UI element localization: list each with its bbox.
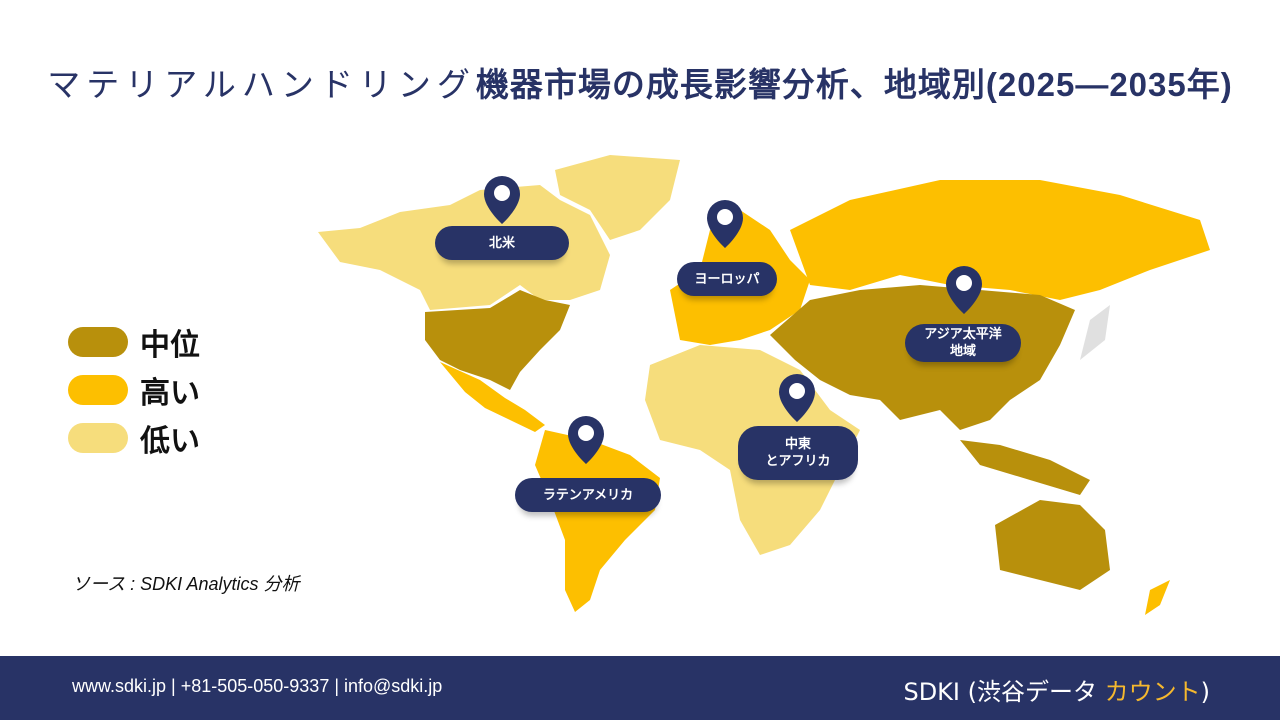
location-pin-icon (568, 416, 604, 464)
region-label-europe: ヨーロッパ (677, 262, 777, 296)
map-russia (790, 180, 1210, 300)
legend-item-low: 低い (68, 414, 200, 462)
region-label-middle-east-africa: 中東 とアフリカ (738, 426, 858, 480)
map-new-zealand (1145, 580, 1170, 615)
brand-logo: SDKI (渋谷データ カウント) (903, 678, 1210, 706)
map-usa (425, 290, 570, 390)
legend-item-mid: 中位 (68, 318, 200, 366)
legend-item-high: 高い (68, 366, 200, 414)
source-note: ソース : SDKI Analytics 分析 (72, 574, 300, 594)
region-label-latin-america: ラテンアメリカ (515, 478, 661, 512)
region-label-north-america: 北米 (435, 226, 569, 260)
region-label-asia-pacific: アジア太平洋 地域 (905, 324, 1021, 362)
legend-swatch (68, 375, 128, 405)
map-japan (1080, 305, 1110, 360)
location-pin-icon (779, 374, 815, 422)
map-mexico (440, 362, 545, 432)
map-greenland (555, 155, 680, 240)
map-australia (995, 500, 1110, 590)
map-south-america (535, 430, 660, 612)
legend-swatch (68, 327, 128, 357)
map-se-asia (960, 440, 1090, 495)
location-pin-icon (707, 200, 743, 248)
legend-swatch (68, 423, 128, 453)
contact-info: www.sdki.jp | +81-505-050-9337 | info@sd… (72, 676, 443, 696)
location-pin-icon (946, 266, 982, 314)
legend: 中位 高い 低い (68, 318, 200, 462)
footer: www.sdki.jp | +81-505-050-9337 | info@sd… (0, 656, 1280, 720)
location-pin-icon (484, 176, 520, 224)
page-title: マテリアルハンドリング機器市場の成長影響分析、地域別(2025—2035年) (47, 65, 1233, 104)
